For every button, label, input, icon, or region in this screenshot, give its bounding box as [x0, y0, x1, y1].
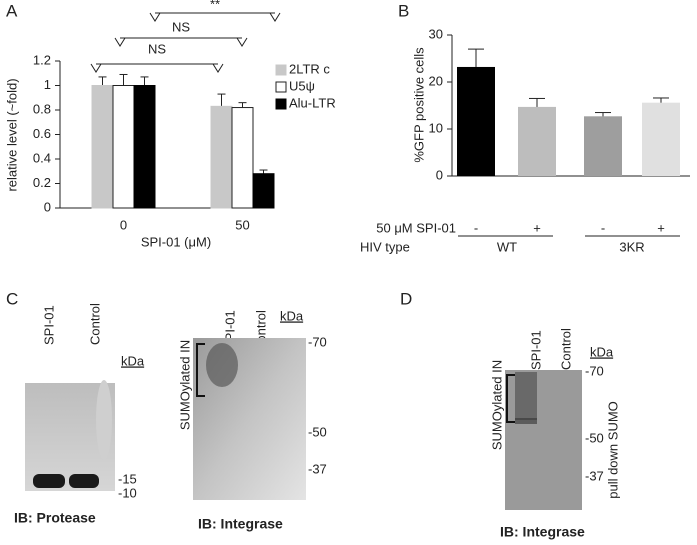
bar	[642, 102, 680, 176]
marker-label: -50	[308, 424, 327, 439]
marker-label: -70	[585, 363, 604, 378]
group-label: 3KR	[619, 239, 644, 254]
legend-swatch	[275, 81, 287, 93]
x-axis-label: SPI-01 (μM)	[141, 234, 211, 249]
y-tick-label: 0.2	[33, 175, 51, 190]
significance-label: **	[210, 0, 220, 11]
bar	[518, 106, 556, 176]
blot-band	[515, 372, 537, 420]
bar	[457, 66, 495, 176]
lane-label: SPI-01	[41, 305, 56, 345]
y-tick-label: 10	[429, 120, 443, 135]
x-tick-label: -	[601, 220, 605, 235]
bar	[584, 116, 622, 176]
x-tick-label: +	[657, 220, 665, 235]
bar	[252, 173, 275, 209]
unit-label: kDa	[590, 344, 614, 359]
legend-label: 2LTR c	[289, 61, 330, 76]
group-label: WT	[497, 239, 517, 254]
bar	[210, 105, 233, 209]
legend-swatch	[275, 64, 287, 76]
bracket-tick	[114, 37, 126, 47]
side-label: SUMOylated IN	[177, 340, 192, 430]
y-tick-label: 0.4	[33, 150, 51, 165]
side-label: SUMOylated IN	[489, 360, 504, 450]
blot-band	[33, 474, 65, 488]
y-axis-label: %GFP positive cells	[411, 47, 426, 163]
caption: IB: Integrase	[198, 516, 283, 532]
blot-smear	[96, 380, 112, 460]
bar	[112, 85, 135, 209]
row-label: HIV type	[360, 239, 410, 254]
panel-letter: D	[400, 289, 412, 308]
panel-letter: C	[6, 289, 18, 308]
bar	[91, 85, 114, 209]
marker-label: -50	[585, 430, 604, 445]
significance-label: NS	[172, 19, 190, 34]
marker-label: -15	[118, 471, 137, 486]
panel-letter: A	[6, 1, 18, 20]
blot-band	[69, 474, 99, 488]
unit-label: kDa	[280, 308, 304, 323]
bracket	[196, 343, 205, 397]
bar	[231, 107, 254, 209]
bracket-tick	[269, 12, 281, 22]
y-tick-label: 0.6	[33, 126, 51, 141]
marker-label: -70	[308, 334, 327, 349]
y-tick-label: 0	[436, 167, 443, 182]
marker-label: -10	[118, 485, 137, 500]
caption: IB: Integrase	[500, 524, 585, 540]
x-tick-label: +	[533, 220, 541, 235]
lane-label: Control	[87, 303, 102, 345]
bracket	[506, 374, 515, 423]
y-tick-label: 20	[429, 73, 443, 88]
y-tick-label: 1	[44, 77, 51, 92]
unit-label: kDa	[121, 353, 145, 368]
bracket-tick	[236, 37, 248, 47]
marker-label: -37	[585, 468, 604, 483]
caption: IB: Protease	[14, 510, 96, 526]
row-label: 50 μM SPI-01	[376, 220, 456, 235]
y-tick-label: 1.2	[33, 52, 51, 67]
y-tick-label: 0.8	[33, 101, 51, 116]
blot-band	[206, 343, 238, 387]
bracket-tick	[90, 63, 102, 73]
bracket-tick	[212, 63, 224, 73]
bar	[133, 85, 156, 209]
side-label: pull down SUMO	[605, 401, 620, 499]
panel-letter: B	[398, 1, 409, 20]
x-tick-label: 0	[120, 217, 127, 232]
significance-label: NS	[148, 41, 166, 56]
legend-label: U5ψ	[289, 78, 315, 93]
x-tick-label: 50	[235, 217, 249, 232]
lane-label: Control	[558, 328, 573, 370]
y-tick-label: 30	[429, 26, 443, 41]
blot-band	[515, 418, 537, 424]
lane-label: SPI-01	[528, 330, 543, 370]
legend-swatch	[275, 98, 287, 110]
y-tick-label: 0	[44, 199, 51, 214]
bracket-tick	[149, 12, 161, 22]
y-axis-label: relative level (~fold)	[4, 78, 19, 191]
x-tick-label: -	[474, 220, 478, 235]
marker-label: -37	[308, 461, 327, 476]
legend-label: Alu-LTR	[289, 95, 336, 110]
